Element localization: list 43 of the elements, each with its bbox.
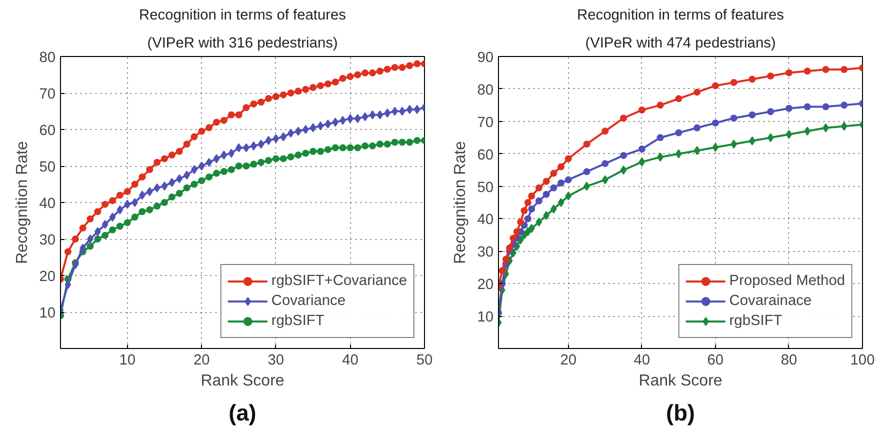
x-tick-label: 20	[560, 352, 577, 368]
y-tick-label: 60	[39, 123, 56, 139]
legend-label: Proposed Method	[729, 273, 845, 289]
x-tick-label: 40	[342, 352, 358, 368]
x-tick-label: 20	[193, 352, 210, 368]
chart-title: Recognition in terms of features	[577, 8, 784, 24]
y-tick-label: 50	[477, 180, 494, 196]
y-tick-label: 20	[39, 269, 56, 285]
legend-label: rgbSIFT+Covariance	[271, 273, 407, 289]
y-tick-label: 70	[39, 86, 56, 102]
x-tick-label: 50	[416, 352, 433, 368]
y-tick-label: 90	[477, 50, 494, 66]
y-tick-label: 10	[39, 306, 56, 322]
text: (b)	[666, 400, 695, 426]
y-tick-label: 80	[477, 82, 494, 98]
x-tick-label: 40	[634, 352, 650, 368]
y-tick-label: 30	[477, 244, 494, 261]
y-tick-label: 40	[477, 212, 494, 228]
y-tick-label: 30	[39, 232, 56, 248]
x-tick-label: 30	[268, 352, 284, 368]
y-tick-label: 10	[477, 310, 494, 326]
y-tick-label: 70	[477, 114, 494, 131]
x-tick-label: 10	[119, 352, 136, 368]
y-tick-label: 80	[39, 50, 56, 66]
y-axis-title: Recognition Rate	[14, 141, 32, 264]
x-tick-label: 100	[850, 352, 875, 368]
legend-label: Covarainace	[729, 293, 812, 309]
y-tick-label: 60	[477, 147, 494, 164]
legend-label: rgbSIFT	[729, 313, 782, 329]
chart-subtitle: (VIPeR with 316 pedestrians)	[147, 36, 338, 52]
x-axis-title: Rank Score	[200, 372, 284, 390]
chart-subtitle: (VIPeR with 474 pedestrians)	[585, 36, 776, 52]
x-tick-label: 80	[780, 352, 798, 368]
legend-label: Covariance	[271, 293, 346, 309]
chart-title: Recognition in terms of features	[139, 8, 346, 24]
y-tick-label: 50	[39, 160, 56, 176]
text: (a)	[228, 400, 256, 426]
y-axis-title: Recognition Rate	[452, 141, 470, 264]
y-tick-label: 40	[39, 196, 56, 212]
y-tick-label: 20	[477, 277, 494, 294]
x-axis-title: Rank Score	[638, 372, 722, 390]
x-tick-label: 60	[707, 352, 724, 368]
legend-label: rgbSIFT	[271, 313, 324, 329]
